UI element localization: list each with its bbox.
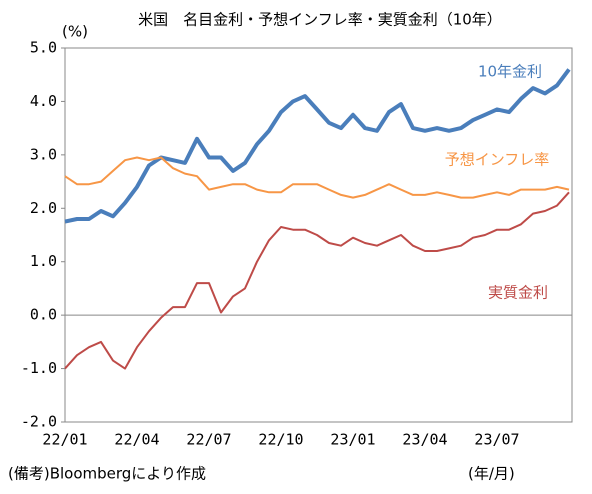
y-tick-label: -2.0: [21, 413, 57, 431]
x-tick-label: 22/01: [42, 431, 87, 449]
x-tick-label: 22/04: [114, 431, 159, 449]
y-tick-label: 3.0: [30, 145, 57, 163]
y-tick-label: 0.0: [30, 306, 57, 324]
y-tick-label: 2.0: [30, 199, 57, 217]
y-tick-label: 4.0: [30, 92, 57, 110]
y-tick-label: -1.0: [21, 359, 57, 377]
series-line: [64, 156, 570, 199]
x-tick-label: 22/10: [258, 431, 303, 449]
y-tick-label: 1.0: [30, 252, 57, 270]
plot-frame: [64, 47, 573, 423]
x-axis-unit: (年/月): [468, 465, 515, 483]
series-label: 10年金利: [478, 63, 542, 81]
chart-title: 米国 名目金利・予想インフレ率・実質金利（10年）: [138, 11, 502, 29]
series-label: 実質金利: [488, 284, 548, 302]
x-tick-label: 23/04: [402, 431, 447, 449]
series-line: [64, 191, 570, 370]
y-axis-unit: (%): [62, 23, 88, 41]
y-tick-label: 5.0: [30, 39, 57, 57]
x-tick-label: 22/07: [186, 431, 231, 449]
x-tick-label: 23/07: [474, 431, 519, 449]
x-tick-label: 23/01: [330, 431, 375, 449]
note: (備考)Bloombergにより作成: [8, 465, 206, 483]
series-label: 予想インフレ率: [445, 151, 550, 169]
series-line: [64, 68, 571, 224]
